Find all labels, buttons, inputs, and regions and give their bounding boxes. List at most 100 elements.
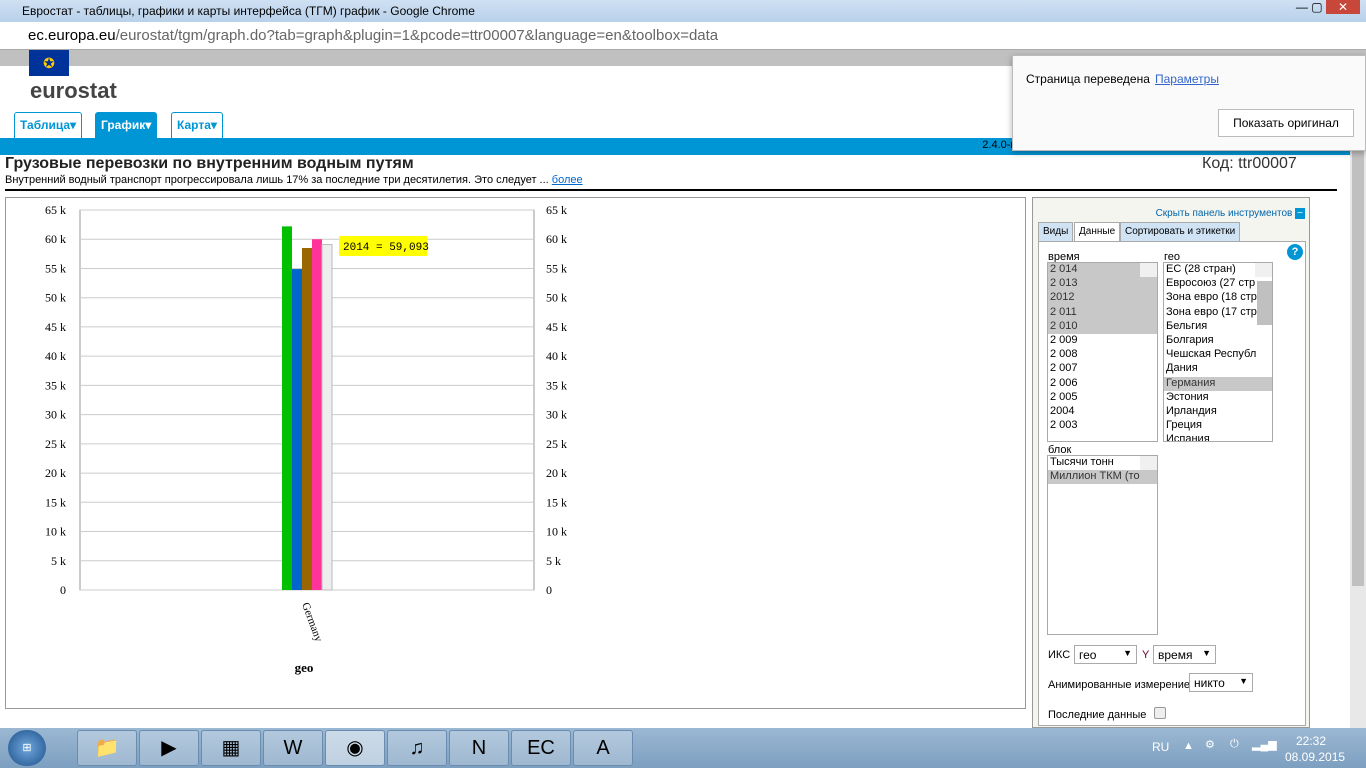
list-item[interactable]: Эстония <box>1166 390 1209 403</box>
y-tick-label-left: 35 k <box>45 378 66 392</box>
geo-label: гео <box>1164 251 1181 263</box>
list-item[interactable]: Бельгия <box>1166 319 1208 332</box>
latest-data-checkbox[interactable] <box>1154 707 1166 719</box>
scrollbar[interactable] <box>1140 456 1157 471</box>
animated-dimension-select[interactable]: никто ▼ <box>1189 673 1253 692</box>
time-label: время <box>1048 251 1080 263</box>
x-axis-title: geo <box>295 660 314 675</box>
y-axis-label: Y <box>1142 649 1150 661</box>
y-tick-label-right: 50 k <box>546 291 567 305</box>
list-item[interactable]: 2 014 <box>1048 263 1157 278</box>
bar <box>292 269 302 590</box>
tab-graph[interactable]: График▾ <box>95 112 158 138</box>
list-item[interactable]: 2 010 <box>1048 319 1157 334</box>
tab-map[interactable]: Карта▾ <box>171 112 223 138</box>
clock-time[interactable]: 22:32 <box>1296 734 1327 748</box>
list-item[interactable]: Миллион ТКМ (то <box>1048 470 1157 485</box>
list-item[interactable]: Греция <box>1166 419 1202 432</box>
scrollbar[interactable] <box>1255 263 1272 325</box>
list-item[interactable]: 2 007 <box>1050 362 1078 375</box>
list-item[interactable]: Чешская Республ <box>1166 348 1257 361</box>
y-tick-label-right: 30 k <box>546 408 567 422</box>
language-indicator[interactable]: RU <box>1152 740 1170 754</box>
chrome-icon[interactable]: ◉ <box>325 730 385 766</box>
list-item[interactable]: ЕС (28 стран) <box>1166 263 1236 275</box>
window-controls[interactable]: — ▢ ✕ <box>1296 0 1360 14</box>
list-item[interactable]: Болгария <box>1166 333 1214 346</box>
word-icon[interactable]: W <box>263 730 323 766</box>
y-tick-label-right: 5 k <box>546 554 561 568</box>
unit-listbox[interactable]: Тысячи тонн Миллион ТКМ (то <box>1047 455 1158 635</box>
y-tick-label-left: 65 k <box>45 203 66 217</box>
explorer-icon[interactable]: 📁 <box>77 730 137 766</box>
bar-chart: 0 0 5 k 5 k 10 k 10 k 15 k 15 k 20 k 20 k 25 k 25 k… <box>45 203 567 675</box>
translate-params-link[interactable]: Параметры <box>1155 72 1219 86</box>
translate-popup: Страница переведена Параметры Показать о… <box>1012 55 1366 151</box>
hide-toolbox-link[interactable]: Скрыть панель инструментов − <box>1155 208 1305 219</box>
geo-listbox[interactable]: ЕС (28 стран) Евросоюз (27 стр Зона евро (… <box>1163 262 1273 442</box>
list-item[interactable]: Ирландия <box>1166 404 1217 417</box>
app-icon[interactable]: EC <box>511 730 571 766</box>
media-player-icon[interactable]: ▶ <box>139 730 199 766</box>
list-item[interactable]: Зона евро (17 стр <box>1166 305 1257 318</box>
tooltip-bg <box>339 236 427 256</box>
bar <box>321 244 333 591</box>
power-icon[interactable]: ⏻ <box>1230 738 1239 750</box>
tray-expand-icon[interactable]: ▲ <box>1183 740 1194 752</box>
y-tick-label-right: 45 k <box>546 320 567 334</box>
eurostat-logo[interactable]: eurostat <box>30 78 117 103</box>
network-icon[interactable]: ⚙ <box>1205 739 1215 751</box>
tab-sort-labels[interactable]: Сортировать и этикетки <box>1120 222 1241 241</box>
list-item[interactable]: Тысячи тонн <box>1050 456 1114 468</box>
scrollbar[interactable] <box>1140 263 1157 278</box>
list-item[interactable]: 2 003 <box>1050 419 1078 432</box>
y-tick-label-left: 45 k <box>45 320 66 334</box>
list-item[interactable]: 2 005 <box>1050 390 1078 403</box>
taskbar: ⊞ 📁 ▶ ▦ W ◉ ♫ N EC A RU ▲ ⚙ ⏻ ▂▄▆ 22:32 … <box>0 728 1366 768</box>
music-icon[interactable]: ♫ <box>387 730 447 766</box>
signal-icon[interactable]: ▂▄▆ <box>1252 739 1277 751</box>
onenote-icon[interactable]: N <box>449 730 509 766</box>
unit-label: блок <box>1048 444 1072 456</box>
y-tick-label-right: 0 <box>546 583 552 597</box>
animated-dimension-label: Анимированные измерение <box>1048 679 1191 691</box>
list-item[interactable]: 2004 <box>1050 404 1075 417</box>
y-tick-label-right: 55 k <box>546 261 567 275</box>
more-link[interactable]: более <box>551 174 583 186</box>
x-axis-label: ИКС <box>1048 649 1071 661</box>
calculator-icon[interactable]: ▦ <box>201 730 261 766</box>
list-item[interactable]: Евросоюз (27 стр <box>1166 277 1256 290</box>
list-item[interactable]: 2 013 <box>1048 277 1157 292</box>
tab-table[interactable]: Таблица▾ <box>14 112 83 138</box>
y-tick-label-right: 35 k <box>546 378 567 392</box>
y-tick-label-right: 40 k <box>546 349 567 363</box>
list-item[interactable]: 2012 <box>1048 291 1157 306</box>
y-tick-label-left: 50 k <box>45 291 66 305</box>
list-item[interactable]: 2 008 <box>1050 348 1078 361</box>
help-icon[interactable]: ? <box>1287 244 1303 260</box>
y-tick-label-right: 25 k <box>546 437 567 451</box>
list-item[interactable]: Испания <box>1166 433 1210 442</box>
list-item[interactable]: Дания <box>1166 362 1198 375</box>
list-item[interactable]: 2 011 <box>1048 305 1157 320</box>
collapse-icon: − <box>1295 208 1305 219</box>
window-title: Евростат - таблицы, графики и карты инте… <box>0 0 1366 22</box>
time-listbox[interactable]: 2 014 2 013 2012 2 011 2 010 2 009 2 008 2 007 2… <box>1047 262 1158 442</box>
eu-flag-icon: ✪ <box>29 50 69 76</box>
x-axis-select[interactable]: гео ▼ <box>1074 645 1137 664</box>
y-axis-select[interactable]: время ▼ <box>1153 645 1216 664</box>
list-item[interactable]: Германия <box>1164 376 1272 391</box>
page-scrollbar[interactable] <box>1350 138 1366 728</box>
start-button[interactable]: ⊞ <box>8 730 46 766</box>
list-item[interactable]: 2 009 <box>1050 333 1078 346</box>
tab-data[interactable]: Данные <box>1074 222 1121 241</box>
clock-date[interactable]: 08.09.2015 <box>1285 750 1346 764</box>
show-original-button[interactable]: Показать оригинал <box>1218 109 1354 137</box>
pdf-reader-icon[interactable]: A <box>573 730 633 766</box>
tab-views[interactable]: Виды <box>1038 222 1074 241</box>
address-bar[interactable]: ec.europa.eu/eurostat/tgm/graph.do?tab=g… <box>0 22 1366 50</box>
y-tick-label-left: 0 <box>60 583 66 597</box>
list-item[interactable]: 2 006 <box>1050 376 1078 389</box>
translate-status: Страница переведена <box>1026 72 1150 86</box>
list-item[interactable]: Зона евро (18 стр <box>1166 291 1257 304</box>
